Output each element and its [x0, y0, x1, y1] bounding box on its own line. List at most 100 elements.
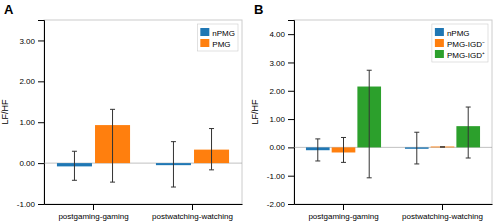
legend-item: PMG-IGD⁺ — [435, 50, 485, 60]
y-tick: 1.00 — [269, 115, 294, 124]
legend: nPMG PMG-IGD⁻ PMG-IGD⁺ — [432, 24, 488, 62]
y-tick: 3.00 — [19, 37, 44, 46]
legend-label: nPMG — [447, 29, 470, 38]
legend-label: nPMG — [212, 29, 235, 38]
y-tick-mark — [288, 147, 294, 148]
x-tick-mark — [192, 204, 193, 210]
x-axis-line — [45, 204, 243, 205]
legend-box — [197, 24, 238, 51]
y-tick: 1.00 — [19, 118, 44, 127]
plot-frame — [44, 20, 242, 204]
x-tick: postwatching-watching — [402, 204, 483, 221]
x-tick-mark — [442, 204, 443, 210]
legend-swatch — [435, 50, 444, 58]
y-tick-label: 2.00 — [269, 87, 285, 96]
y-tick-label: -2.00 — [267, 200, 286, 209]
y-tick: 2.00 — [19, 77, 44, 86]
y-tick: 3.00 — [269, 59, 294, 68]
y-tick-mark — [288, 204, 294, 205]
y-tick-label: 4.00 — [269, 30, 285, 39]
panel-title: B — [254, 2, 263, 17]
bar-series — [357, 87, 480, 148]
legend-swatch — [435, 28, 444, 36]
y-tick: 0.00 — [19, 159, 44, 168]
y-tick: -2.00 — [267, 200, 294, 209]
error-bar — [367, 70, 372, 178]
y-axis: -1.00 0.00 1.00 2.00 3.00 — [17, 21, 45, 210]
legend-swatch — [200, 28, 209, 36]
x-tick-label: postwatching-watching — [402, 212, 483, 221]
x-axis-line — [295, 204, 493, 205]
panel: -2.00 -1.00 0.00 1.00 2.00 3.00 4.00 postgaming… — [250, 2, 493, 221]
y-axis-title: LF/HF — [250, 99, 260, 125]
plot-frame — [294, 20, 492, 204]
y-tick-mark — [288, 119, 294, 120]
legend-item: PMG-IGD⁻ — [435, 39, 485, 49]
x-tick-mark — [93, 204, 94, 210]
error-bar — [315, 139, 320, 161]
error-bar — [341, 137, 346, 162]
y-axis-line — [38, 21, 45, 205]
error-bars — [341, 137, 445, 162]
y-tick-mark — [38, 163, 44, 164]
y-tick-label: 3.00 — [269, 59, 285, 68]
x-tick-label: postgaming-gaming — [58, 212, 128, 221]
y-tick-label: 2.00 — [19, 77, 35, 86]
y-tick-label: 0.00 — [269, 143, 285, 152]
y-axis: -2.00 -1.00 0.00 1.00 2.00 3.00 4.00 — [267, 21, 295, 210]
y-tick-mark — [38, 122, 44, 123]
y-tick-label: 0.00 — [19, 159, 35, 168]
error-bar — [466, 107, 471, 158]
y-tick: 2.00 — [269, 87, 294, 96]
figure: -1.000.001.002.003.00postgaming-gamingpo… — [0, 0, 500, 224]
x-tick: postgaming-gaming — [58, 204, 128, 221]
legend-label: PMG-IGD⁻ — [447, 40, 485, 49]
plot-area — [44, 109, 242, 187]
y-axis-line — [288, 21, 295, 205]
legend-box — [432, 24, 488, 62]
x-tick-mark — [343, 204, 344, 210]
legend-swatch — [200, 39, 209, 47]
bar-series — [95, 125, 229, 163]
x-axis: postgaming-gaming postwatching-watching — [295, 204, 493, 221]
y-tick: -1.00 — [267, 172, 294, 181]
error-bar — [440, 146, 445, 147]
y-tick-mark — [38, 81, 44, 82]
y-tick-mark — [38, 204, 44, 205]
plot-area — [294, 70, 492, 178]
panel-title: A — [4, 2, 14, 17]
y-tick-label: 1.00 — [19, 118, 35, 127]
y-tick-label: -1.00 — [17, 200, 36, 209]
y-tick-mark — [288, 176, 294, 177]
y-axis-title: LF/HF — [0, 99, 10, 125]
x-axis: postgaming-gaming postwatching-watching — [45, 204, 243, 221]
error-bar — [72, 151, 77, 180]
y-tick-mark — [38, 40, 44, 41]
legend-item: nPMG — [200, 28, 235, 38]
error-bars — [110, 109, 214, 182]
legend-item: PMG — [200, 39, 230, 49]
y-tick: -1.00 — [17, 200, 44, 209]
bar-series — [332, 147, 455, 153]
bar-series — [306, 147, 429, 150]
y-tick-mark — [288, 34, 294, 35]
x-tick-label: postgaming-gaming — [308, 212, 378, 221]
error-bar — [171, 142, 176, 187]
y-tick-mark — [288, 91, 294, 92]
legend-swatch — [435, 39, 444, 47]
x-tick-label: postwatching-watching — [152, 212, 233, 221]
error-bar — [414, 132, 419, 164]
x-tick: postgaming-gaming — [308, 204, 378, 221]
error-bars — [367, 70, 471, 178]
legend-item: nPMG — [435, 28, 470, 38]
x-tick: postwatching-watching — [152, 204, 233, 221]
error-bar — [209, 129, 214, 170]
y-tick-label: 3.00 — [19, 37, 35, 46]
panel: -1.000.001.002.003.00postgaming-gamingpo… — [0, 2, 243, 221]
y-tick: 4.00 — [269, 30, 294, 39]
legend-label: PMG-IGD⁺ — [447, 51, 485, 60]
bar — [431, 146, 455, 148]
y-tick: 0.00 — [269, 143, 294, 152]
error-bar — [110, 109, 115, 182]
legend: nPMGPMG — [197, 24, 238, 51]
